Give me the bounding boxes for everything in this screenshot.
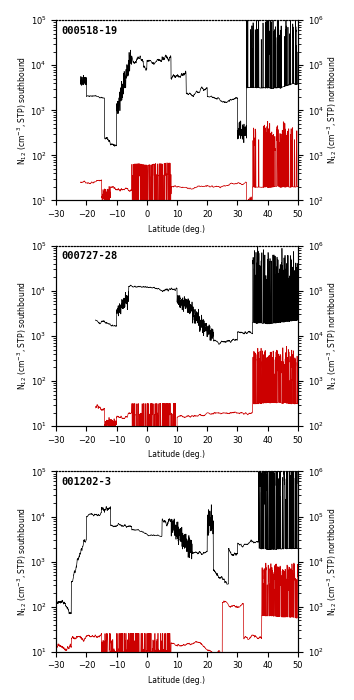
X-axis label: Latitude (deg.): Latitude (deg.): [148, 450, 206, 459]
Y-axis label: N$_{12}$ (cm$^{-3}$, STP) southbound: N$_{12}$ (cm$^{-3}$, STP) southbound: [15, 507, 29, 616]
X-axis label: Latitude (deg.): Latitude (deg.): [148, 225, 206, 234]
Y-axis label: N$_{12}$ (cm$^{-3}$, STP) southbound: N$_{12}$ (cm$^{-3}$, STP) southbound: [15, 281, 29, 391]
Y-axis label: N$_{12}$ (cm$^{-3}$, STP) northbound: N$_{12}$ (cm$^{-3}$, STP) northbound: [325, 282, 339, 390]
Y-axis label: N$_{12}$ (cm$^{-3}$, STP) northbound: N$_{12}$ (cm$^{-3}$, STP) northbound: [325, 508, 339, 616]
X-axis label: Latitude (deg.): Latitude (deg.): [148, 676, 206, 685]
Text: 000518-19: 000518-19: [61, 26, 117, 36]
Text: 001202-3: 001202-3: [61, 477, 111, 487]
Y-axis label: N$_{12}$ (cm$^{-3}$, STP) southbound: N$_{12}$ (cm$^{-3}$, STP) southbound: [15, 56, 29, 164]
Text: 000727-28: 000727-28: [61, 251, 117, 261]
Y-axis label: N$_{12}$ (cm$^{-3}$, STP) northbound: N$_{12}$ (cm$^{-3}$, STP) northbound: [325, 56, 339, 164]
